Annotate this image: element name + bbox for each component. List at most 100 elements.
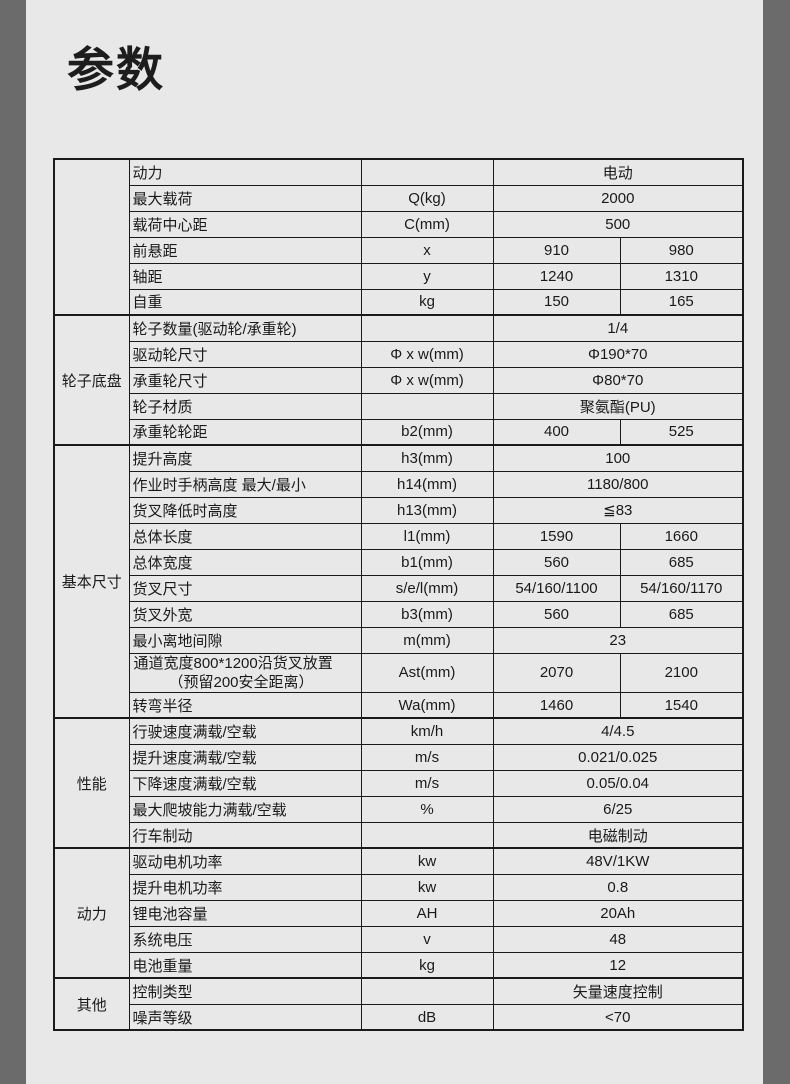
row-value-merged: 电磁制动 <box>492 821 744 850</box>
row-unit <box>360 821 494 850</box>
row-name: 总体宽度 <box>128 548 362 576</box>
row-name: 行车制动 <box>128 821 362 850</box>
row-unit: Φ x w(mm) <box>360 366 494 394</box>
row-value-merged: 500 <box>492 210 744 238</box>
table-row: 下降速度满载/空载 m/s 0.05/0.04 <box>54 769 744 797</box>
row-name: 最大爬坡能力满载/空载 <box>128 795 362 823</box>
specification-table: 动力 电动 最大载荷 Q(kg) 2000 载荷中心距 C(mm) 500 前悬距 x 910 980… <box>53 158 745 1032</box>
table-row: 锂电池容量 AH 20Ah <box>54 899 744 927</box>
row-value-merged: 12 <box>492 951 744 980</box>
row-value-2: 165 <box>619 288 744 316</box>
table-row: 电池重量 kg 12 <box>54 951 744 980</box>
row-unit: C(mm) <box>360 210 494 238</box>
table-row: 驱动轮尺寸 Φ x w(mm) Φ190*70 <box>54 340 744 368</box>
row-value-1: 560 <box>492 548 621 576</box>
table-row: 轮子材质 聚氨酯(PU) <box>54 392 744 420</box>
table-row: 系统电压 v 48 <box>54 925 744 953</box>
table-row: 基本尺寸 提升高度 h3(mm) 100 <box>53 443 744 719</box>
table-row: 承重轮轮距 b2(mm) 400 525 <box>54 418 744 446</box>
row-value-2: 525 <box>619 418 744 446</box>
row-unit: % <box>360 795 494 823</box>
table-row: 噪声等级 dB <70 <box>54 1003 744 1032</box>
row-value-1: 910 <box>492 236 621 264</box>
row-name: 转弯半径 <box>128 691 362 720</box>
row-value-merged: 0.05/0.04 <box>492 769 744 797</box>
row-value-merged: 0.8 <box>492 873 744 901</box>
row-value-2: 685 <box>619 548 744 576</box>
row-value-1: 2070 <box>492 652 621 693</box>
row-value-merged: 6/25 <box>492 795 744 823</box>
table-row: 提升速度满载/空载 m/s 0.021/0.025 <box>54 743 744 771</box>
table-row: 行车制动 电磁制动 <box>54 821 744 850</box>
table-row: 作业时手柄高度 最大/最小 h14(mm) 1180/800 <box>54 470 744 498</box>
row-unit <box>360 158 494 186</box>
row-name: 作业时手柄高度 最大/最小 <box>128 470 362 498</box>
row-unit <box>360 977 494 1005</box>
row-unit: m/s <box>360 769 494 797</box>
table-row: 最大载荷 Q(kg) 2000 <box>54 184 744 212</box>
row-name: 下降速度满载/空载 <box>128 769 362 797</box>
table-row: 提升电机功率 kw 0.8 <box>54 873 744 901</box>
table-row: 轴距 y 1240 1310 <box>54 262 744 290</box>
row-unit: Q(kg) <box>360 184 494 212</box>
row-unit: b1(mm) <box>360 548 494 576</box>
row-name: 控制类型 <box>128 977 362 1005</box>
row-name: 驱动轮尺寸 <box>128 340 362 368</box>
row-value-2: 980 <box>619 236 744 264</box>
row-unit: kw <box>360 847 494 875</box>
table-row: 转弯半径 Wa(mm) 1460 1540 <box>54 691 744 720</box>
row-value-merged: 20Ah <box>492 899 744 927</box>
row-name: 承重轮轮距 <box>128 418 362 446</box>
row-value-2: 1310 <box>619 262 744 290</box>
row-unit: kg <box>360 951 494 980</box>
row-value-merged: 1/4 <box>492 314 744 342</box>
row-name: 货叉外宽 <box>128 600 362 628</box>
row-value-merged: ≦83 <box>492 496 744 524</box>
table-row: 通道宽度800*1200沿货叉放置 （预留200安全距离） Ast(mm) 2070 2… <box>54 652 744 693</box>
row-unit: l1(mm) <box>360 522 494 550</box>
table-row: 货叉尺寸 s/e/l(mm) 54/160/1100 54/160/1170 <box>54 574 744 602</box>
row-unit: h13(mm) <box>360 496 494 524</box>
row-value-merged: Φ190*70 <box>492 340 744 368</box>
row-value-2: 1540 <box>619 691 744 720</box>
row-name: 提升电机功率 <box>128 873 362 901</box>
row-name: 载荷中心距 <box>128 210 362 238</box>
row-unit: Φ x w(mm) <box>360 340 494 368</box>
row-value-2: 1660 <box>619 522 744 550</box>
row-value-2: 2100 <box>619 652 744 693</box>
table-row: 性能 行驶速度满载/空载 km/h 4/4.5 <box>53 717 744 849</box>
row-value-2: 685 <box>619 600 744 628</box>
row-name: 自重 <box>128 288 362 316</box>
row-value-merged: 矢量速度控制 <box>492 977 744 1005</box>
table-row: 承重轮尺寸 Φ x w(mm) Φ80*70 <box>54 366 744 394</box>
row-name: 系统电压 <box>128 925 362 953</box>
row-unit: y <box>360 262 494 290</box>
row-value-merged: 2000 <box>492 184 744 212</box>
row-unit: km/h <box>360 717 494 745</box>
row-value-merged: 23 <box>492 626 744 654</box>
row-value-1: 1240 <box>492 262 621 290</box>
row-value-merged: 48 <box>492 925 744 953</box>
row-unit <box>360 392 494 420</box>
group-label-3: 基本尺寸 <box>53 443 130 719</box>
table-row: 总体宽度 b1(mm) 560 685 <box>54 548 744 576</box>
row-unit: h3(mm) <box>360 444 494 472</box>
table-row: 轮子底盘 轮子数量(驱动轮/承重轮) 1/4 <box>53 314 744 446</box>
table-row: 自重 kg 150 165 <box>54 288 744 316</box>
row-value-merged: 聚氨酯(PU) <box>492 392 744 420</box>
row-unit: x <box>360 236 494 264</box>
specification-table-container: 动力 电动 最大载荷 Q(kg) 2000 载荷中心距 C(mm) 500 前悬距 x 910 980… <box>53 158 745 1032</box>
row-value-2: 54/160/1170 <box>619 574 744 602</box>
row-unit: b2(mm) <box>360 418 494 446</box>
row-name: 轮子数量(驱动轮/承重轮) <box>128 314 362 342</box>
row-name: 前悬距 <box>128 236 362 264</box>
row-value-1: 54/160/1100 <box>492 574 621 602</box>
table-row: 货叉降低时高度 h13(mm) ≦83 <box>54 496 744 524</box>
row-unit: AH <box>360 899 494 927</box>
table-row: 前悬距 x 910 980 <box>54 236 744 264</box>
row-unit: kg <box>360 288 494 316</box>
row-name: 驱动电机功率 <box>128 847 362 875</box>
row-value-1: 1590 <box>492 522 621 550</box>
table-row: 最小离地间隙 m(mm) 23 <box>54 626 744 654</box>
